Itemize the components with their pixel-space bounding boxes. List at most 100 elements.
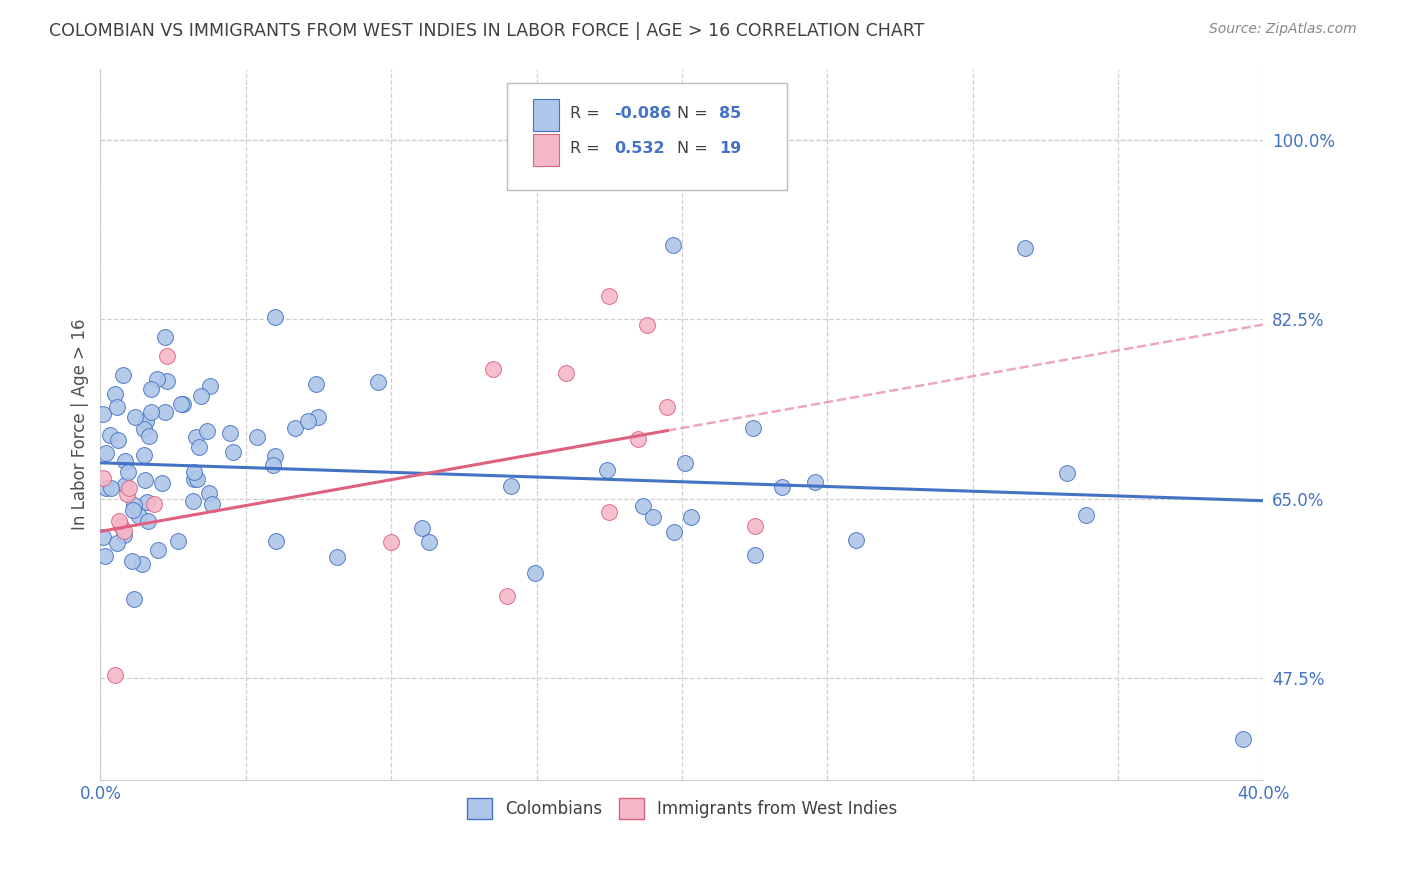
Point [219,426,242,441]
Text: N =: N = [678,142,713,156]
Point [673,456,696,470]
Point [91,407,114,421]
Point [262,458,284,472]
Point [679,510,702,524]
Point [284,421,307,435]
Point [94,549,117,564]
Point [198,486,221,500]
Y-axis label: In Labor Force | Age > 16: In Labor Force | Age > 16 [72,318,89,530]
Point [104,387,127,401]
Point [150,476,173,491]
Point [138,429,160,443]
Bar [533,99,558,131]
Point [114,477,136,491]
Point [380,535,402,549]
Point [172,397,194,411]
Point [1074,508,1097,523]
Point [554,366,576,380]
Point [195,424,218,438]
Point [183,472,205,486]
Point [297,414,319,428]
Point [114,454,136,468]
Point [135,414,157,428]
Point [136,514,159,528]
Point [595,463,617,477]
Point [662,237,685,252]
Point [186,472,208,486]
Point [143,497,166,511]
Point [181,494,204,508]
Point [1232,732,1254,747]
Point [804,475,827,490]
Point [146,542,169,557]
Point [122,503,145,517]
Point [128,509,150,524]
Point [170,397,193,411]
Point [636,318,658,332]
Point [627,433,650,447]
Point [246,430,269,444]
Point [200,378,222,392]
Point [482,361,505,376]
Point [1014,241,1036,255]
Point [98,427,121,442]
Text: 19: 19 [718,142,741,156]
Point [112,528,135,542]
Point [139,405,162,419]
Point [134,473,156,487]
Point [132,448,155,462]
Point [105,401,128,415]
Point [122,499,145,513]
Point [1056,467,1078,481]
Point [845,533,868,547]
Point [134,422,156,436]
Point [122,591,145,606]
Point [167,533,190,548]
Point [499,478,522,492]
Point [264,533,287,548]
Point [325,549,347,564]
Point [153,330,176,344]
Point [156,350,179,364]
Point [190,389,212,403]
Point [117,466,139,480]
Legend: Colombians, Immigrants from West Indies: Colombians, Immigrants from West Indies [460,792,904,825]
Point [136,494,159,508]
Text: R =: R = [571,142,605,156]
Text: 0.532: 0.532 [614,142,665,156]
Point [201,497,224,511]
Point [108,514,131,528]
Point [105,536,128,550]
Point [305,376,328,391]
Point [770,480,793,494]
FancyBboxPatch shape [508,83,786,189]
Point [524,566,547,581]
Point [744,519,766,533]
Point [121,554,143,568]
Point [112,368,135,382]
Point [657,400,679,414]
Point [631,499,654,513]
Point [110,519,132,533]
Text: R =: R = [571,106,605,120]
Point [742,420,765,434]
Point [124,410,146,425]
Point [662,525,685,540]
Point [307,410,329,425]
Point [263,310,285,325]
Point [221,444,243,458]
Point [367,375,389,389]
Point [107,433,129,447]
Point [744,548,766,562]
Point [643,509,665,524]
Point [153,404,176,418]
Point [183,465,205,479]
Point [496,589,519,603]
Point [156,375,179,389]
Point [91,471,114,485]
Point [598,289,620,303]
Point [91,530,114,544]
Point [118,482,141,496]
Point [94,446,117,460]
Point [94,482,117,496]
